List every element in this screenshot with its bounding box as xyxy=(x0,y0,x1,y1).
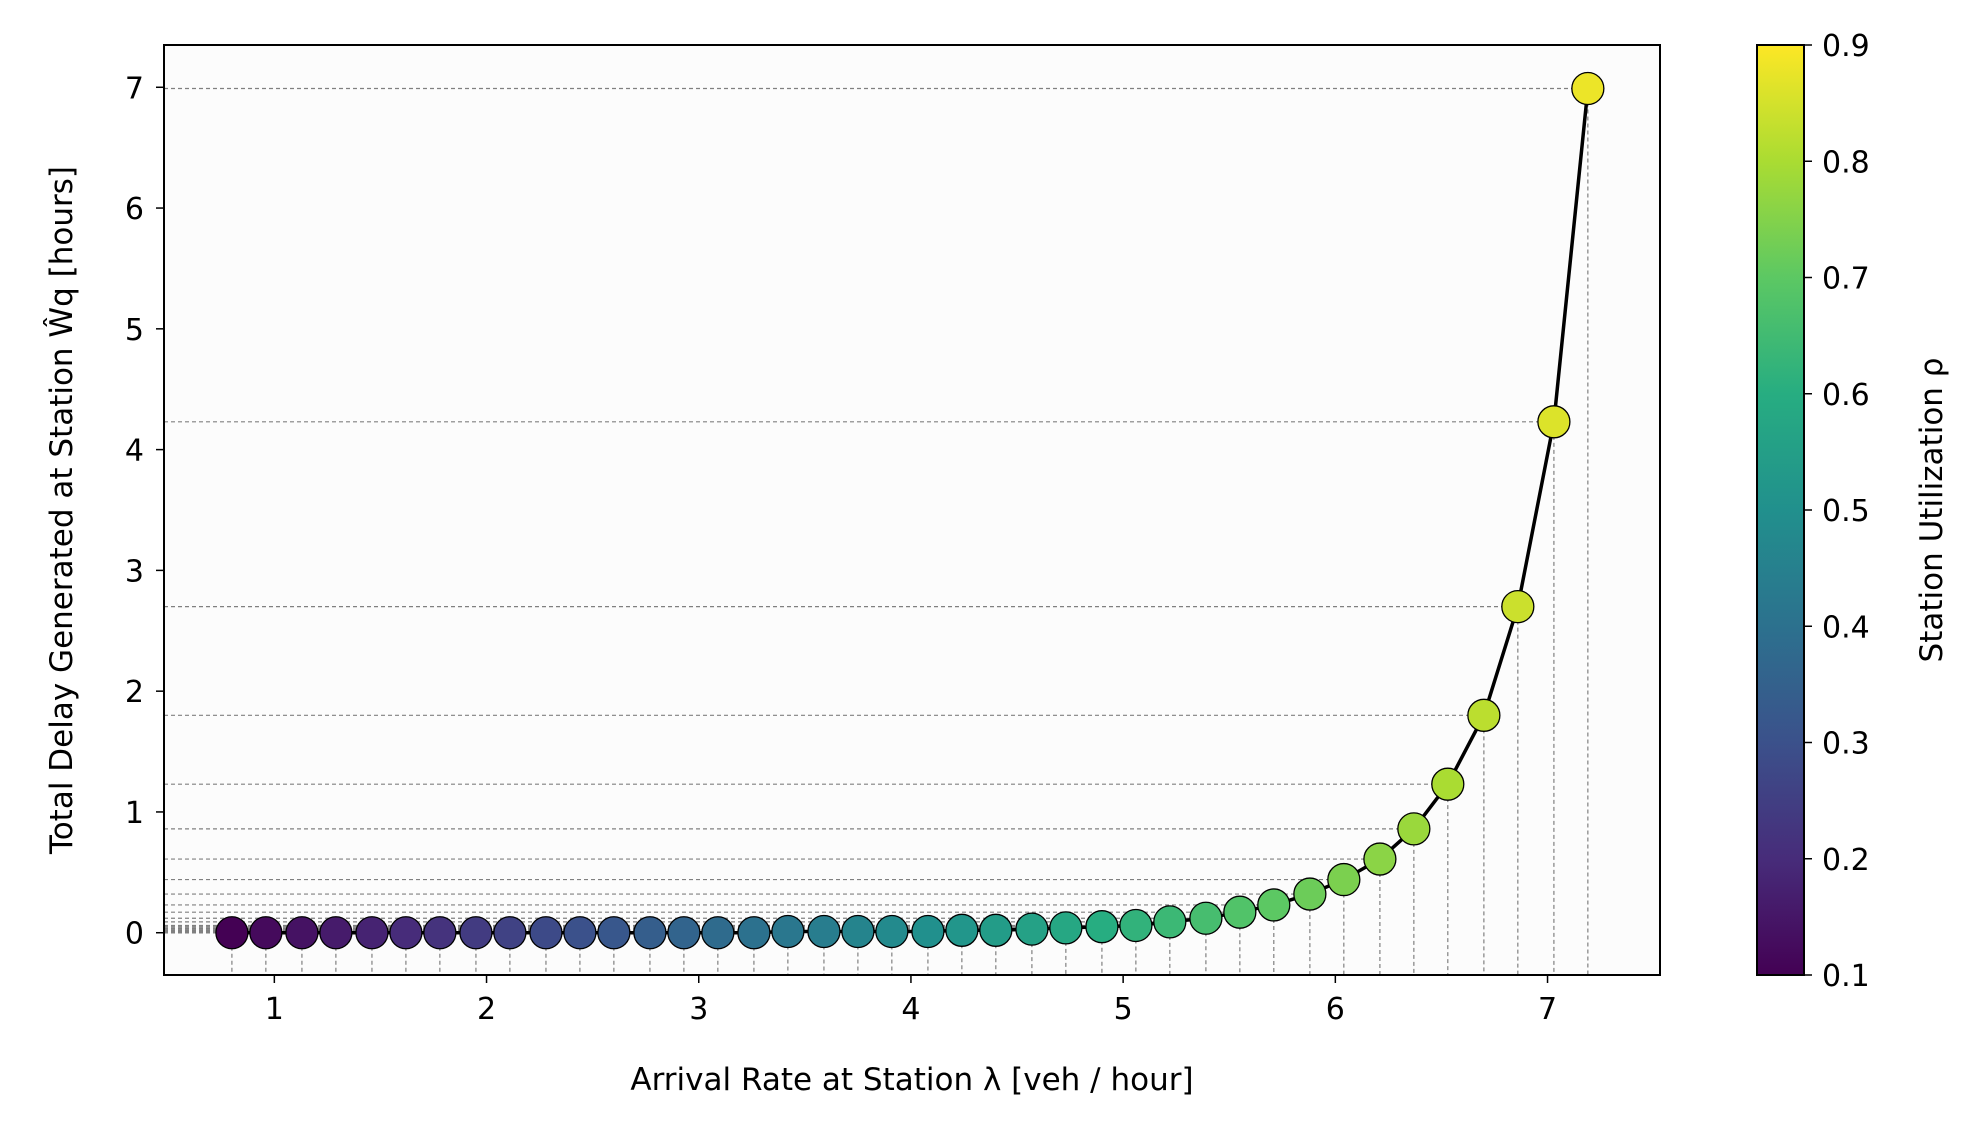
x-tick-label: 3 xyxy=(689,992,708,1027)
data-point xyxy=(529,916,563,950)
data-point xyxy=(285,916,319,950)
data-point xyxy=(875,914,909,949)
data-point xyxy=(1153,905,1187,939)
colorbar-axis: 0.1 0.2 0.3 0.4 0.5 0.6 0.7 0.8 0.9 xyxy=(1804,29,1870,994)
data-point xyxy=(633,916,667,950)
data-point xyxy=(355,916,389,950)
data-point xyxy=(459,916,493,950)
data-point xyxy=(945,913,979,947)
data-point xyxy=(1049,911,1083,945)
data-point xyxy=(911,914,945,949)
curve-layer xyxy=(231,88,1590,935)
y-axis-label: Total Delay Generated at Station Ŵq [hou… xyxy=(43,166,80,855)
data-point xyxy=(563,916,597,950)
data-point xyxy=(423,916,457,950)
colorbar xyxy=(1756,44,1805,976)
x-axis: 1 2 3 4 5 6 7 xyxy=(265,975,1557,1027)
data-point xyxy=(1257,888,1291,922)
data-point xyxy=(249,916,283,950)
x-tick-label: 2 xyxy=(477,992,496,1027)
colorbar-tick-label: 0.1 xyxy=(1822,959,1870,994)
colorbar-tick-label: 0.3 xyxy=(1822,727,1870,762)
data-point xyxy=(841,914,875,949)
data-point xyxy=(1327,862,1361,897)
colorbar-tick-label: 0.9 xyxy=(1822,29,1870,64)
colorbar-label: Station Utilization ρ xyxy=(1914,358,1950,663)
x-axis-label: Arrival Rate at Station λ [veh / hour] xyxy=(630,1062,1193,1098)
data-point xyxy=(1571,71,1605,106)
y-tick-label: 5 xyxy=(125,313,144,348)
data-point xyxy=(389,916,423,950)
x-tick-label: 7 xyxy=(1538,992,1557,1027)
y-tick-label: 6 xyxy=(125,192,144,227)
series-line xyxy=(231,88,1590,935)
data-point xyxy=(1537,405,1571,439)
plot-frame xyxy=(163,44,1661,976)
data-point xyxy=(1467,698,1501,732)
data-point xyxy=(215,916,249,950)
data-point xyxy=(807,914,841,949)
data-point xyxy=(1431,767,1465,801)
x-tick-label: 6 xyxy=(1326,992,1345,1027)
y-tick-label: 0 xyxy=(125,917,144,952)
colorbar-tick-label: 0.7 xyxy=(1822,262,1870,297)
y-tick-label: 7 xyxy=(125,71,144,106)
x-tick-label: 5 xyxy=(1114,992,1133,1027)
data-point xyxy=(1363,842,1397,876)
plot-area xyxy=(164,45,1660,975)
data-point xyxy=(701,916,735,950)
colorbar-tick-label: 0.5 xyxy=(1822,494,1870,529)
data-point xyxy=(1397,812,1431,846)
y-axis: 0 1 2 3 4 5 6 7 xyxy=(125,71,164,952)
x-tick-label: 1 xyxy=(265,992,284,1027)
data-point xyxy=(1293,877,1327,911)
y-tick-label: 1 xyxy=(125,796,144,831)
x-tick-label: 4 xyxy=(901,992,920,1027)
data-point xyxy=(979,913,1013,947)
colorbar-tick-label: 0.6 xyxy=(1822,378,1870,413)
data-point xyxy=(737,916,771,950)
data-point xyxy=(1085,910,1119,944)
data-point xyxy=(493,916,527,950)
colorbar-tick-label: 0.2 xyxy=(1822,843,1870,878)
y-tick-label: 4 xyxy=(125,434,144,469)
y-tick-label: 3 xyxy=(125,554,144,589)
data-point xyxy=(1015,912,1049,946)
data-point xyxy=(1501,589,1535,624)
colorbar-tick-label: 0.8 xyxy=(1822,145,1870,180)
data-point xyxy=(597,916,631,950)
data-point xyxy=(319,916,353,950)
colorbar-tick-label: 0.4 xyxy=(1822,610,1870,645)
data-point xyxy=(771,914,805,949)
y-tick-label: 2 xyxy=(125,675,144,710)
data-point xyxy=(667,916,701,950)
marker-layer xyxy=(215,71,1605,950)
data-point xyxy=(1189,901,1223,935)
data-point xyxy=(1223,895,1257,929)
data-point xyxy=(1119,908,1153,943)
